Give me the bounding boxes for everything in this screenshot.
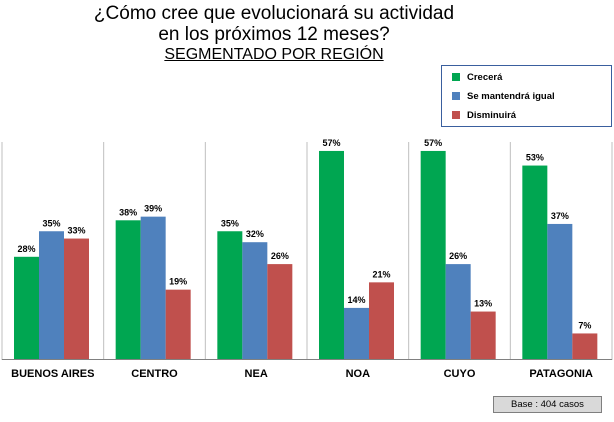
data-label-patagonia-crecera: 53%	[526, 153, 544, 163]
data-label-centro-disminuira: 19%	[169, 277, 187, 287]
data-label-cuyo-crecera: 57%	[424, 138, 442, 148]
chart-legend: Crecerá Se mantendrá igual Disminuirá	[441, 65, 612, 127]
data-label-cuyo-disminuira: 13%	[474, 299, 492, 309]
bar-noa-se-mantendra-igual	[344, 307, 369, 359]
legend-label-crecera: Crecerá	[467, 72, 503, 83]
data-label-cuyo-se-mantendra-igual: 26%	[449, 251, 467, 261]
legend-swatch-crecera	[452, 73, 460, 81]
bar-centro-se-mantendra-igual	[140, 216, 166, 359]
data-label-nea-se-mantendra-igual: 32%	[246, 229, 264, 239]
category-label-cuyo: CUYO	[444, 368, 476, 380]
category-label-centro: CENTRO	[131, 368, 178, 380]
bar-cuyo-crecera	[420, 150, 446, 359]
bar-buenos-aires-crecera	[14, 256, 39, 359]
category-label-patagonia: PATAGONIA	[529, 368, 593, 380]
title-line-1: ¿Cómo cree que evolucionará su actividad	[93, 3, 455, 24]
legend-label-se-mantendra-igual: Se mantendrá igual	[467, 91, 555, 102]
data-label-nea-crecera: 35%	[221, 218, 239, 228]
legend-label-disminuira: Disminuirá	[467, 110, 517, 121]
category-label-nea: NEA	[245, 368, 268, 380]
bar-patagonia-disminuira	[572, 333, 598, 359]
legend-item-se-mantendra-igual: Se mantendrá igual	[452, 91, 555, 103]
bar-nea-disminuira	[267, 264, 293, 359]
data-label-noa-se-mantendra-igual: 14%	[347, 295, 365, 305]
bar-nea-se-mantendra-igual	[242, 242, 268, 359]
bar-noa-crecera	[319, 150, 344, 359]
category-label-buenos-aires: BUENOS AIRES	[11, 368, 94, 380]
bar-centro-disminuira	[165, 289, 191, 359]
chart-subtitle: SEGMENTADO POR REGIÓN	[164, 46, 384, 63]
legend-item-crecera: Crecerá	[452, 72, 502, 84]
data-label-noa-disminuira: 21%	[372, 269, 390, 279]
data-label-centro-se-mantendra-igual: 39%	[144, 204, 162, 214]
bar-noa-disminuira	[369, 282, 394, 359]
bar-nea-crecera	[217, 231, 243, 359]
bar-buenos-aires-se-mantendra-igual	[39, 231, 64, 359]
data-label-patagonia-disminuira: 7%	[578, 320, 591, 330]
data-label-buenos-aires-se-mantendra-igual: 35%	[42, 218, 60, 228]
base-note: Base : 404 casos	[493, 396, 602, 413]
data-label-noa-crecera: 57%	[322, 138, 340, 148]
bar-centro-crecera	[115, 220, 141, 359]
chart-title: ¿Cómo cree que evolucionará su actividad…	[0, 3, 548, 64]
legend-swatch-disminuira	[452, 111, 460, 119]
bar-patagonia-se-mantendra-igual	[547, 223, 573, 359]
bar-cuyo-se-mantendra-igual	[445, 264, 471, 359]
category-label-noa: NOA	[346, 368, 371, 380]
data-label-buenos-aires-disminuira: 33%	[67, 226, 85, 236]
data-label-buenos-aires-crecera: 28%	[17, 244, 35, 254]
title-line-2: en los próximos 12 meses?	[158, 24, 390, 45]
data-label-centro-crecera: 38%	[119, 207, 137, 217]
bar-buenos-aires-disminuira	[64, 238, 89, 359]
legend-item-disminuira: Disminuirá	[452, 110, 516, 122]
legend-swatch-se-mantendra-igual	[452, 92, 460, 100]
bar-patagonia-crecera	[522, 165, 548, 359]
data-label-patagonia-se-mantendra-igual: 37%	[551, 211, 569, 221]
data-label-nea-disminuira: 26%	[271, 251, 289, 261]
bar-cuyo-disminuira	[470, 311, 496, 359]
